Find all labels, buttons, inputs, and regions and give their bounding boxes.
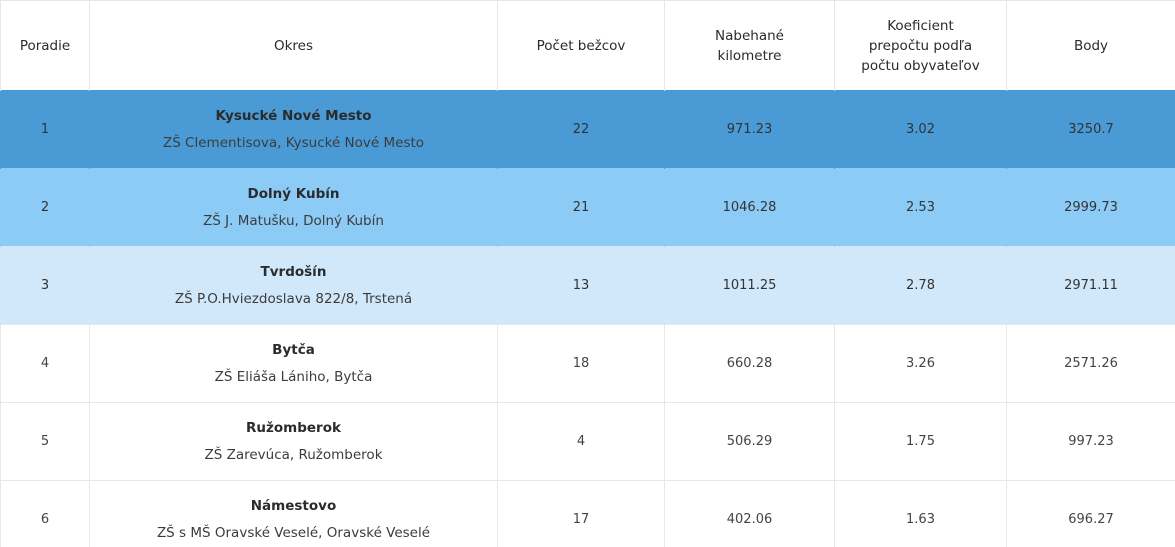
header-rank[interactable]: Poradie [0,0,90,91]
district-name: Dolný Kubín [247,186,340,202]
district-name: Námestovo [250,498,337,514]
cell-district: Ružomberok ZŠ Zarevúca, Ružomberok [89,402,498,481]
cell-points: 2999.73 [1006,168,1175,247]
cell-rank: 6 [0,480,90,547]
district-name: Tvrdošín [260,264,327,280]
cell-coefficient: 3.02 [834,90,1007,169]
cell-coefficient: 1.75 [834,402,1007,481]
cell-runners: 17 [497,480,665,547]
cell-kilometers: 660.28 [664,324,835,403]
cell-points: 997.23 [1006,402,1175,481]
cell-district: Dolný Kubín ZŠ J. Matušku, Dolný Kubín [89,168,498,247]
table-header: Poradie Okres Počet bežcov Nabehané kilo… [0,0,1175,91]
cell-kilometers: 971.23 [664,90,835,169]
cell-kilometers: 506.29 [664,402,835,481]
header-kilometers[interactable]: Nabehané kilometre [664,0,835,91]
header-runners[interactable]: Počet bežcov [497,0,665,91]
district-name: Ružomberok [246,420,341,436]
school-name: ZŠ P.O.Hviezdoslava 822/8, Trstená [174,291,413,307]
cell-rank: 4 [0,324,90,403]
table-row: 6 Námestovo ZŠ s MŠ Oravské Veselé, Orav… [0,480,1175,547]
cell-district: Kysucké Nové Mesto ZŠ Clementisova, Kysu… [89,90,498,169]
cell-runners: 18 [497,324,665,403]
school-name: ZŠ Eliáša Lániho, Bytča [214,369,373,385]
cell-district: Bytča ZŠ Eliáša Lániho, Bytča [89,324,498,403]
cell-district: Tvrdošín ZŠ P.O.Hviezdoslava 822/8, Trst… [89,246,498,325]
header-points[interactable]: Body [1006,0,1175,91]
table-row: 5 Ružomberok ZŠ Zarevúca, Ružomberok 4 5… [0,402,1175,481]
cell-points: 696.27 [1006,480,1175,547]
cell-rank: 2 [0,168,90,247]
table-row: 3 Tvrdošín ZŠ P.O.Hviezdoslava 822/8, Tr… [0,246,1175,325]
table-row: 4 Bytča ZŠ Eliáša Lániho, Bytča 18 660.2… [0,324,1175,403]
cell-kilometers: 402.06 [664,480,835,547]
header-row: Poradie Okres Počet bežcov Nabehané kilo… [0,0,1175,91]
cell-kilometers: 1046.28 [664,168,835,247]
cell-runners: 4 [497,402,665,481]
cell-rank: 3 [0,246,90,325]
cell-rank: 5 [0,402,90,481]
school-name: ZŠ s MŠ Oravské Veselé, Oravské Veselé [156,525,431,541]
cell-points: 3250.7 [1006,90,1175,169]
table-row: 2 Dolný Kubín ZŠ J. Matušku, Dolný Kubín… [0,168,1175,247]
cell-points: 2971.11 [1006,246,1175,325]
cell-kilometers: 1011.25 [664,246,835,325]
cell-points: 2571.26 [1006,324,1175,403]
school-name: ZŠ Zarevúca, Ružomberok [204,447,383,463]
school-name: ZŠ J. Matušku, Dolný Kubín [203,213,384,229]
district-name: Kysucké Nové Mesto [215,108,372,124]
cell-coefficient: 1.63 [834,480,1007,547]
cell-runners: 13 [497,246,665,325]
cell-coefficient: 2.78 [834,246,1007,325]
school-name: ZŠ Clementisova, Kysucké Nové Mesto [162,135,425,151]
cell-rank: 1 [0,90,90,169]
header-district[interactable]: Okres [89,0,498,91]
table-body: 1 Kysucké Nové Mesto ZŠ Clementisova, Ky… [0,90,1175,547]
header-coefficient[interactable]: Koeficient prepočtu podľa počtu obyvateľ… [834,0,1007,91]
cell-runners: 22 [497,90,665,169]
cell-runners: 21 [497,168,665,247]
cell-coefficient: 2.53 [834,168,1007,247]
cell-coefficient: 3.26 [834,324,1007,403]
district-name: Bytča [272,342,315,358]
table-row: 1 Kysucké Nové Mesto ZŠ Clementisova, Ky… [0,90,1175,169]
cell-district: Námestovo ZŠ s MŠ Oravské Veselé, Oravsk… [89,480,498,547]
